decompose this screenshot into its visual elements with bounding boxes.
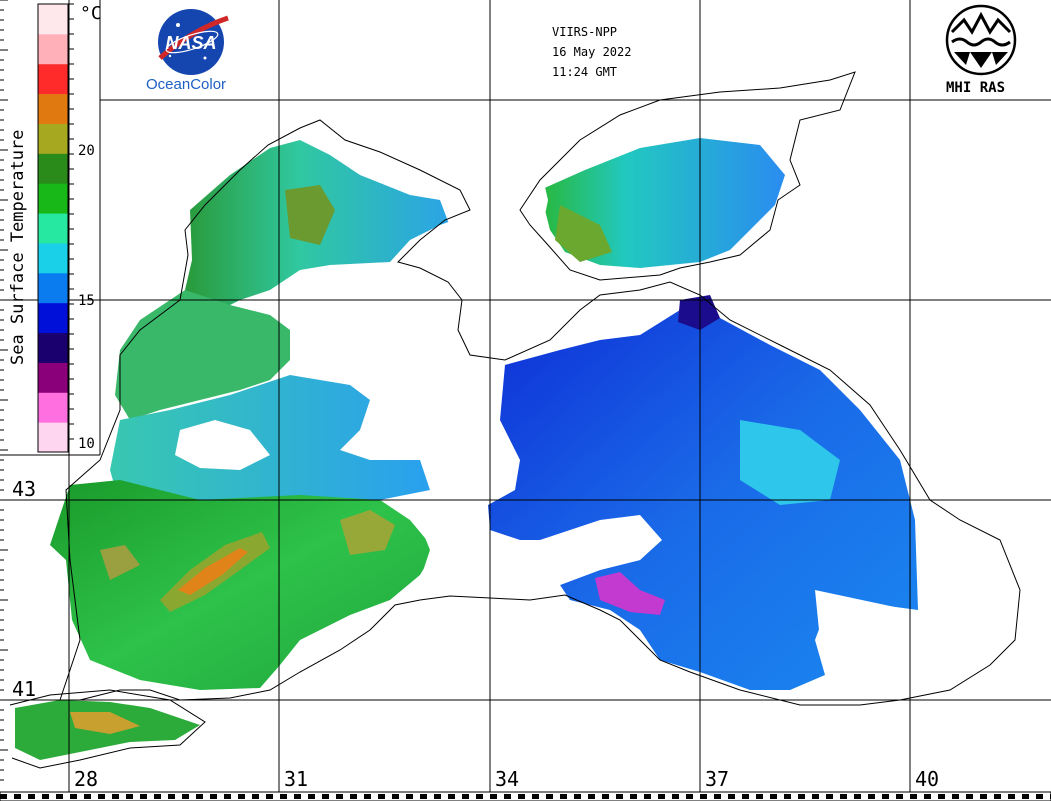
colorbar-tick-15: 15 [78,293,95,309]
warm-patch-3 [100,545,140,580]
colorbar-swatch [38,302,68,334]
colorbar-swatch [38,123,68,154]
coastline [9,71,1021,769]
lat-label-41: 41 [12,677,37,701]
warm-core [178,548,248,595]
east-light-region [740,420,840,505]
colorbar-swatch [38,332,68,363]
colorbar-swatch [38,4,68,35]
oceancolor-caption: OceanColor [146,76,227,93]
colorbar-swatch [38,362,68,393]
colorbar-tick-20: 20 [78,143,95,159]
satellite-name: VIIRS-NPP [552,25,618,39]
cloud-mask [175,165,930,700]
mhi-ras-caption: MHI RAS [946,80,1006,96]
left-edge-ticks [0,0,8,781]
bottom-scale-bar [0,791,1051,801]
lon-label-34: 34 [495,767,520,791]
colorbar-swatch [38,93,68,124]
svg-text:NASA: NASA [165,33,216,53]
colorbar-title: Sea Surface Temperature [8,129,28,365]
mhi-ras-logo [945,4,1017,76]
acquisition-date: 16 May 2022 [552,45,632,59]
colorbar-unit: °C [80,3,102,24]
nasa-logo: NASA [158,9,229,75]
warm-patch-2 [340,510,395,555]
acquisition-info: VIIRS-NPP 16 May 2022 11:24 GMT [552,22,631,82]
acquisition-time: 11:24 GMT [552,65,618,79]
lon-label-28: 28 [74,767,99,791]
colorbar-swatch [38,422,68,453]
colorbar-swatch [38,33,68,65]
marmara-warm [70,712,140,734]
azov-warm [555,205,612,262]
colorbar-swatch [38,392,68,423]
colorbar-swatch [38,213,68,244]
west-coast-region [115,290,290,420]
lon-label-31: 31 [284,767,309,791]
warm-patch-4 [285,185,335,245]
cold-upwelling [595,572,665,615]
sw-basin-region [50,480,435,690]
colorbar-swatch [38,272,68,304]
colorbar [37,3,74,453]
colorbar-tick-10: 10 [78,436,95,452]
colorbar-swatch [38,242,68,274]
lon-label-40: 40 [915,767,940,791]
lon-label-37: 37 [705,767,730,791]
nw-shelf-region [185,140,470,318]
colorbar-swatch [38,183,68,214]
lat-label-43: 43 [12,477,37,501]
colorbar-swatch [38,153,68,184]
central-west-region [110,375,430,505]
colorbar-swatch [38,63,68,95]
cold-plume [678,295,720,330]
